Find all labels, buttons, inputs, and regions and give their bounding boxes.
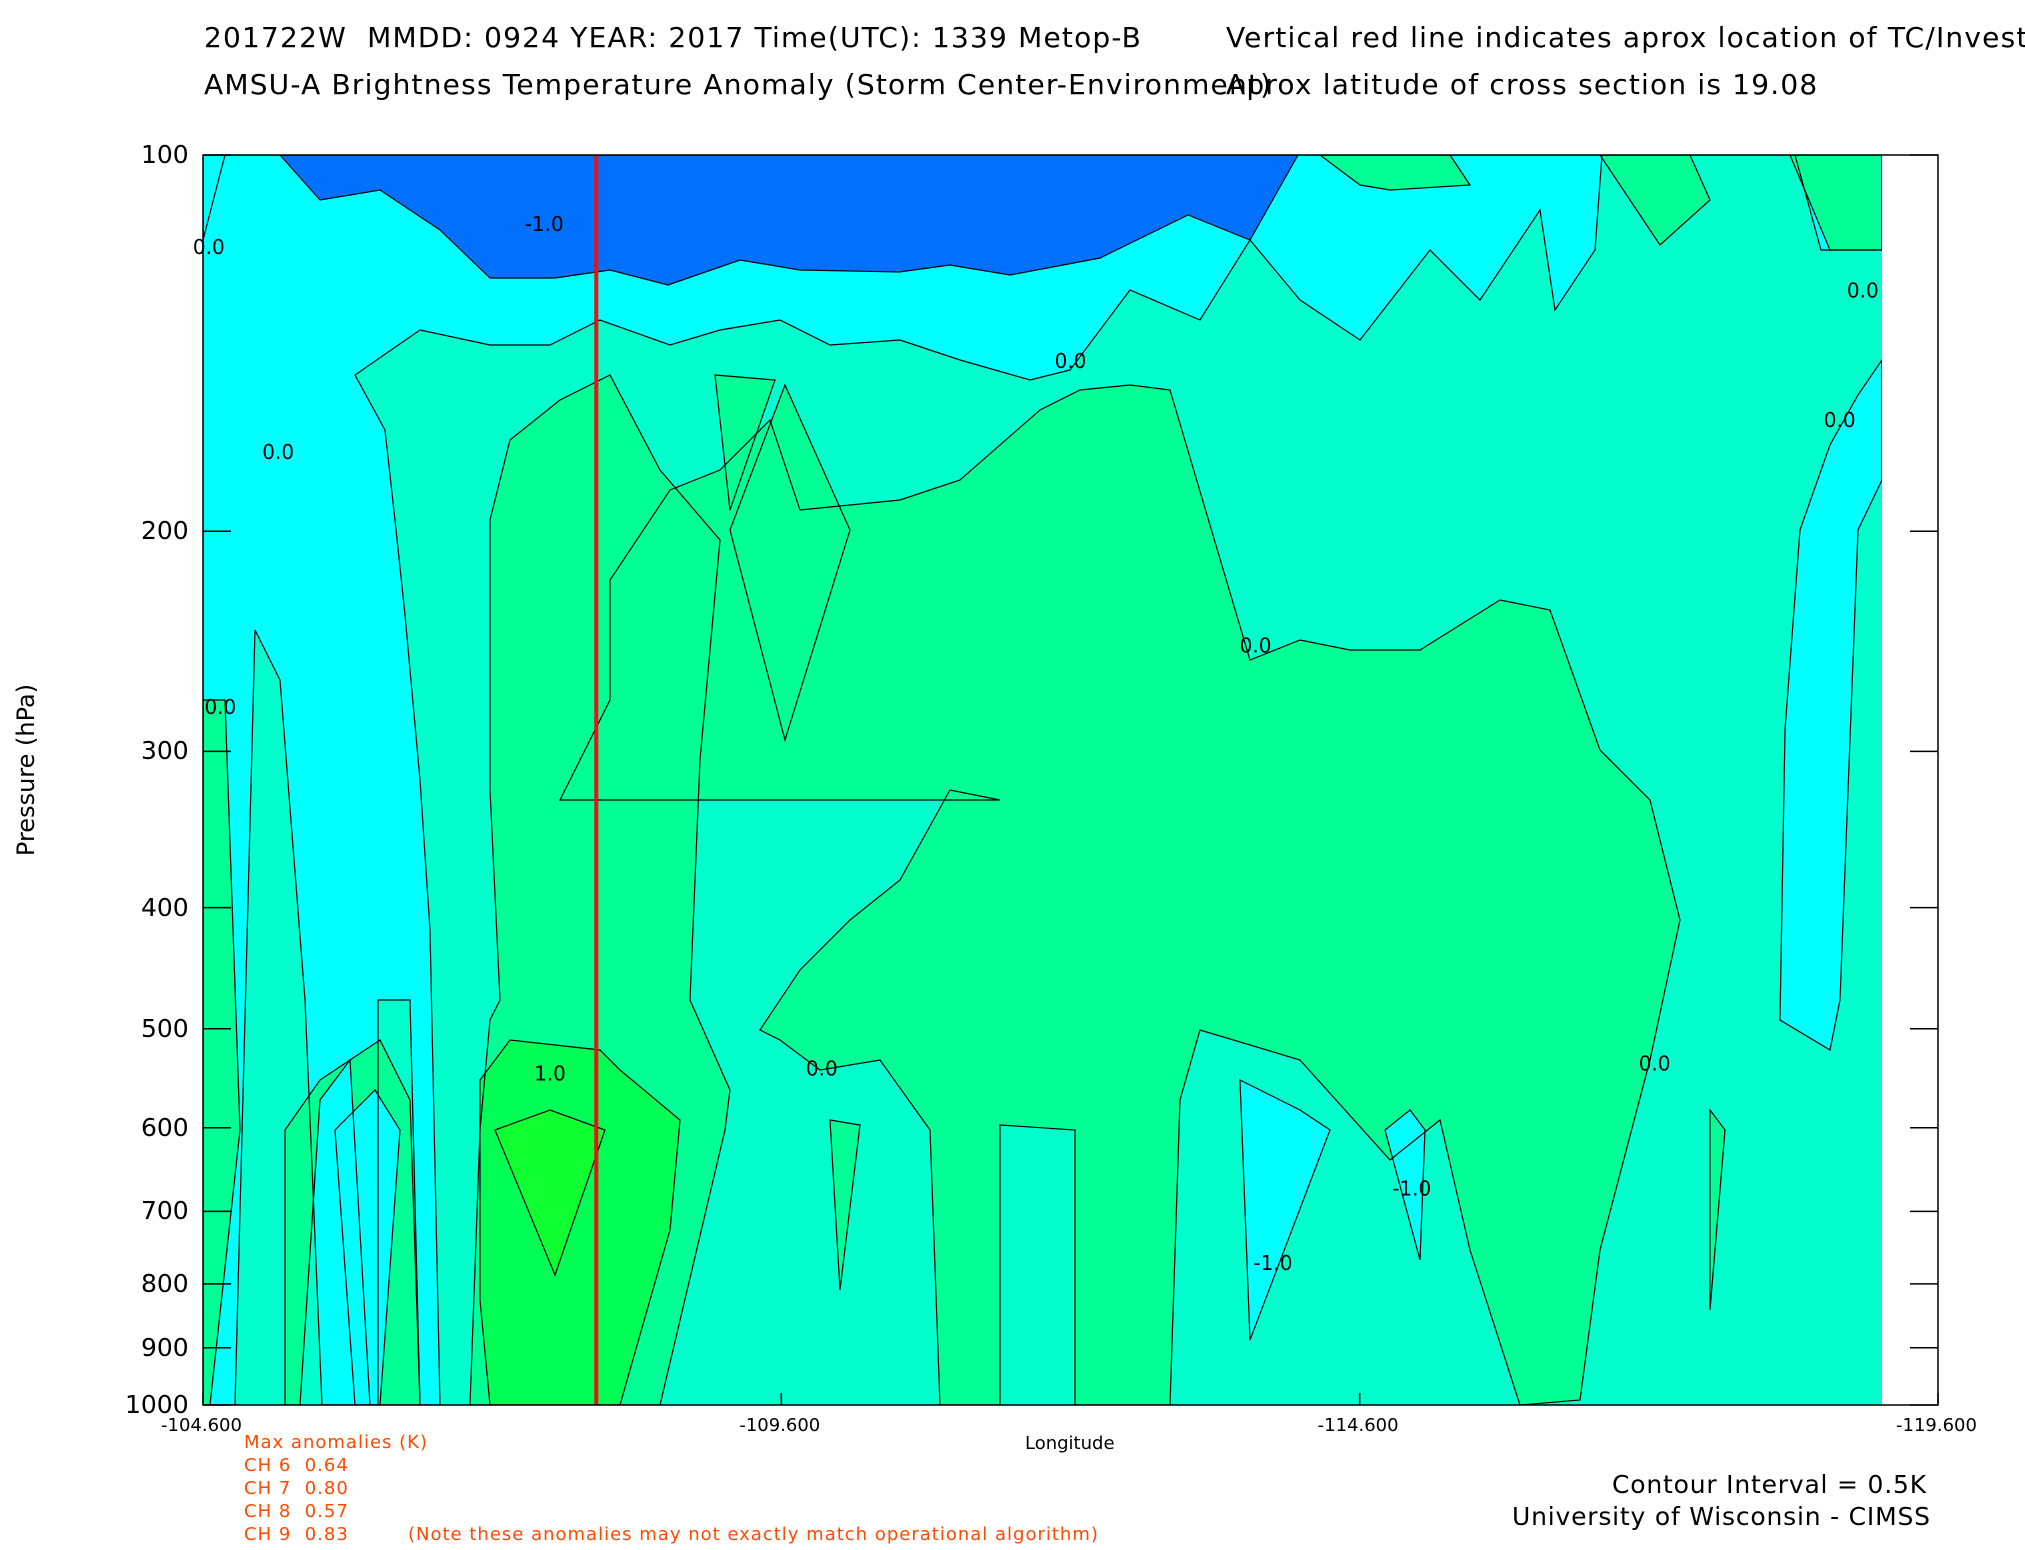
contour-label: -1.0 bbox=[525, 212, 564, 236]
contour-line bbox=[1789, 155, 1882, 251]
y-tick-label: 200 bbox=[141, 516, 189, 546]
plot-frame bbox=[202, 154, 1939, 1406]
x-tick-label: -104.600 bbox=[161, 1415, 242, 1436]
header-line1-left: 201722W MMDD: 0924 YEAR: 2017 Time(UTC):… bbox=[204, 21, 1143, 54]
y-tick-label: 400 bbox=[141, 892, 189, 922]
y-tick-label: 1000 bbox=[125, 1390, 189, 1419]
contour-line bbox=[334, 1089, 401, 1405]
max-anomaly-row: CH 6 0.64 bbox=[244, 1455, 349, 1476]
contour-line bbox=[479, 1039, 681, 1405]
contour-line bbox=[203, 699, 241, 1405]
y-tick-label: 900 bbox=[141, 1332, 189, 1362]
contour-label: 0.0 bbox=[1639, 1051, 1671, 1075]
header-line2-right: Aprox latitude of cross section is 19.08 bbox=[1226, 68, 1819, 101]
contour-line bbox=[469, 374, 731, 1405]
max-anomaly-row: CH 9 0.83 bbox=[244, 1524, 349, 1545]
contour-label: 0.0 bbox=[193, 235, 225, 259]
y-tick-label: 700 bbox=[141, 1196, 189, 1226]
x-tick-label: -119.600 bbox=[1896, 1415, 1977, 1436]
contour-label: 0.0 bbox=[1824, 408, 1856, 432]
contour-line bbox=[829, 1119, 861, 1291]
contour-line bbox=[279, 155, 1299, 286]
contour-line bbox=[559, 384, 1681, 1405]
contour-label: -1.0 bbox=[1253, 1251, 1292, 1275]
contour-label: -1.0 bbox=[1392, 1177, 1431, 1201]
contour-line bbox=[1709, 1108, 1726, 1311]
contour-line bbox=[203, 155, 226, 241]
contour-line bbox=[1599, 155, 1711, 246]
y-tick-label: 300 bbox=[141, 736, 189, 766]
contour-fill-pos05-sliver bbox=[715, 375, 775, 510]
contour-label: 0.0 bbox=[262, 440, 294, 464]
contour-fill-neg05-hole-mid bbox=[1240, 1080, 1330, 1340]
contour-label: 0.0 bbox=[1847, 278, 1879, 302]
max-anomaly-row: CH 7 0.80 bbox=[244, 1478, 349, 1499]
contour-fill-pos05-top-right bbox=[1600, 155, 1710, 245]
contour-line bbox=[284, 1039, 421, 1405]
contour-fill-pos15 bbox=[495, 1110, 605, 1275]
header-line2-left: AMSU-A Brightness Temperature Anomaly (S… bbox=[204, 68, 1273, 101]
contour-label: 0.0 bbox=[204, 695, 236, 719]
contour-line bbox=[203, 155, 1882, 1405]
y-axis-title: Pressure (hPa) bbox=[12, 683, 40, 857]
contour-label: 0.0 bbox=[1055, 349, 1087, 373]
contour-fill-neg05-hole-left bbox=[335, 1090, 400, 1405]
contour-interval-label: Contour Interval = 0.5K bbox=[1612, 1470, 1927, 1499]
contour-line bbox=[1239, 1079, 1331, 1341]
y-tick-label: 800 bbox=[141, 1268, 189, 1298]
contour-fill-neg15 bbox=[280, 155, 1298, 285]
x-axis-title: Longitude bbox=[1025, 1433, 1115, 1454]
x-tick-label: -109.600 bbox=[739, 1415, 821, 1436]
max-anomalies-title: Max anomalies (K) bbox=[244, 1432, 428, 1453]
contour-line bbox=[1779, 358, 1882, 1051]
contour-fill-neg05-hole-right bbox=[1385, 1110, 1425, 1260]
contour-fill-pos05-corner bbox=[1790, 155, 1882, 250]
contour-label: 0.0 bbox=[806, 1056, 838, 1080]
contour-label: 0.0 bbox=[1240, 633, 1272, 657]
contour-line bbox=[729, 383, 851, 743]
contour-line bbox=[1384, 1109, 1426, 1261]
credit-label: University of Wisconsin - CIMSS bbox=[1512, 1502, 1931, 1531]
contour-line bbox=[494, 1109, 606, 1277]
y-tick-label: 600 bbox=[141, 1112, 189, 1142]
contour-fill-pos05-diamond bbox=[730, 385, 850, 740]
contour-line bbox=[1319, 155, 1472, 191]
header-line1-right: Vertical red line indicates aprox locati… bbox=[1226, 21, 2025, 54]
x-tick-label: -114.600 bbox=[1317, 1415, 1399, 1436]
y-tick-label: 100 bbox=[141, 140, 189, 169]
anomaly-note: (Note these anomalies may not exactly ma… bbox=[408, 1524, 1099, 1545]
max-anomaly-row: CH 8 0.57 bbox=[244, 1501, 349, 1522]
contour-line bbox=[714, 374, 776, 511]
contour-fill-neg05-right bbox=[1780, 360, 1882, 1050]
contour-label: 1.0 bbox=[534, 1061, 566, 1085]
contour-fill-pos05-top-patch bbox=[1320, 155, 1470, 190]
y-tick-label: 500 bbox=[141, 1013, 189, 1043]
